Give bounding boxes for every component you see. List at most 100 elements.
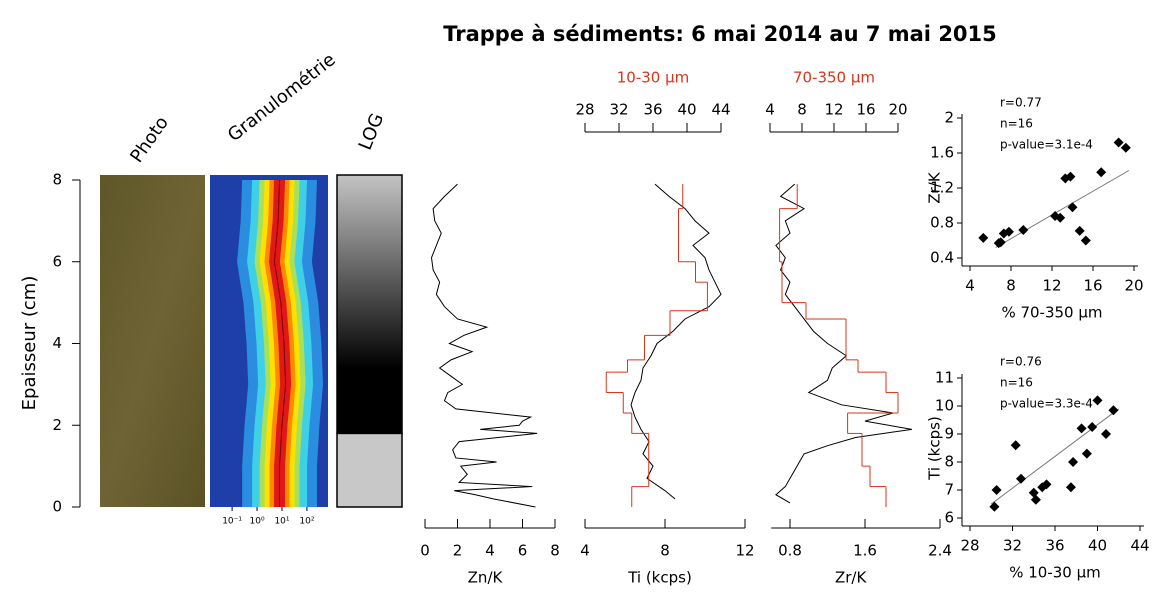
y-tick-label: 0.4 (930, 249, 954, 267)
y-tick-label: 11 (935, 369, 954, 387)
y-tick-label: 2 (944, 109, 954, 127)
x-tick-label: 36 (1045, 537, 1064, 555)
x-tick-label: 6 (518, 542, 528, 560)
point (1080, 235, 1091, 246)
point (1067, 202, 1078, 213)
y-axis-label: Ti (kcps) (926, 416, 944, 481)
point (1065, 171, 1076, 182)
point (1010, 440, 1021, 451)
point (1096, 167, 1107, 178)
core-photo (100, 175, 205, 507)
x2-tick-label: 36 (643, 101, 662, 119)
point (1120, 142, 1131, 153)
x-tick-label: 4 (485, 542, 495, 560)
x-axis-label: Zn/K (468, 569, 504, 587)
y-tick-label: 8 (944, 453, 954, 471)
x2-tick-label: 20 (888, 101, 907, 119)
point (1081, 448, 1092, 459)
x-tick-label: 0.8 (778, 542, 802, 560)
annotation: n=16 (1000, 117, 1033, 131)
x-tick-label: 10⁻¹ (222, 517, 242, 527)
y-tick-label: 1.2 (930, 179, 954, 197)
x-axis-label: % 10-30 µm (1009, 564, 1101, 582)
y-tick-label: 1.6 (930, 144, 954, 162)
point (1113, 137, 1124, 148)
annotation: r=0.76 (1000, 355, 1042, 369)
y-tick-label: 0.8 (930, 214, 954, 232)
point (1087, 422, 1098, 432)
point (1108, 405, 1119, 416)
y-tick-label: 0 (52, 498, 62, 516)
x2-tick-label: 12 (824, 101, 843, 119)
y-tick-label: 6 (52, 252, 62, 270)
panel-label: Photo (126, 113, 173, 167)
x-tick-label: 28 (960, 537, 979, 555)
y-tick-label: 4 (52, 334, 62, 352)
x-tick-label: 8 (660, 542, 670, 560)
x2-axis-label: 10-30 µm (617, 69, 690, 87)
annotation: r=0.77 (1000, 96, 1042, 110)
x2-tick-label: 44 (711, 101, 730, 119)
point (1074, 225, 1085, 236)
log-unit (336, 432, 403, 508)
annotation: n=16 (1000, 376, 1033, 390)
x-tick-label: 4 (965, 277, 975, 295)
point (1101, 429, 1111, 439)
mode-line (273, 179, 287, 507)
x2-tick-label: 32 (609, 101, 628, 119)
x2-axis-label: 70-350 µm (793, 69, 875, 87)
point (1041, 479, 1052, 490)
x-tick-label: 40 (1088, 537, 1107, 555)
point (1055, 212, 1066, 223)
trend-line (990, 408, 1120, 505)
x-axis-label: Zr/K (835, 569, 867, 587)
x-tick-label: 12 (1042, 277, 1061, 295)
x-tick-label: 12 (735, 542, 754, 560)
point (1016, 473, 1026, 484)
x-tick-label: 4 (580, 542, 590, 560)
y-tick-label: 10 (935, 397, 954, 415)
annotation: p-value=3.3e-4 (1000, 397, 1093, 411)
point (1092, 395, 1103, 406)
x-tick-label: 44 (1130, 537, 1149, 555)
point (1076, 423, 1087, 434)
x-tick-label: 20 (1124, 277, 1143, 295)
point (991, 485, 1002, 495)
x-tick-label: 2.4 (928, 542, 952, 560)
point (989, 501, 1000, 512)
profile-line (775, 183, 912, 504)
log-column (336, 174, 403, 435)
annotation: p-value=3.1e-4 (1000, 138, 1093, 152)
x-tick-label: 10¹ (274, 517, 289, 527)
x-axis-label: % 70-350 µm (1001, 304, 1102, 322)
point (978, 232, 989, 243)
point (1003, 226, 1014, 237)
panel-label: LOG (355, 110, 389, 153)
point (1068, 457, 1079, 467)
y-tick-label: 6 (944, 509, 954, 527)
profile-line (630, 183, 722, 500)
x-tick-label: 0 (420, 542, 430, 560)
trend-line (995, 170, 1130, 248)
x-tick-label: 1.6 (853, 542, 877, 560)
point (1065, 482, 1076, 493)
profile-line (430, 183, 538, 508)
x2-tick-label: 28 (575, 101, 594, 119)
x2-tick-label: 8 (797, 101, 807, 119)
x-tick-label: 32 (1003, 537, 1022, 555)
x2-tick-label: 4 (765, 101, 775, 119)
x-tick-label: 8 (1006, 277, 1016, 295)
y-tick-label: 8 (52, 171, 62, 189)
panel-label: Granulométrie (224, 49, 340, 146)
y-tick-label: 9 (944, 425, 954, 443)
y-axis-label: Epaisseur (cm) (19, 276, 40, 411)
x-tick-label: 10⁰ (250, 517, 265, 527)
x2-tick-label: 16 (856, 101, 875, 119)
x-axis-label: Ti (kcps) (627, 569, 692, 587)
y-axis-label: Zr/K (926, 171, 944, 203)
y-tick-label: 7 (944, 481, 954, 499)
x-tick-label: 16 (1083, 277, 1102, 295)
x-tick-label: 10² (299, 517, 314, 527)
y-tick-label: 2 (52, 416, 62, 434)
